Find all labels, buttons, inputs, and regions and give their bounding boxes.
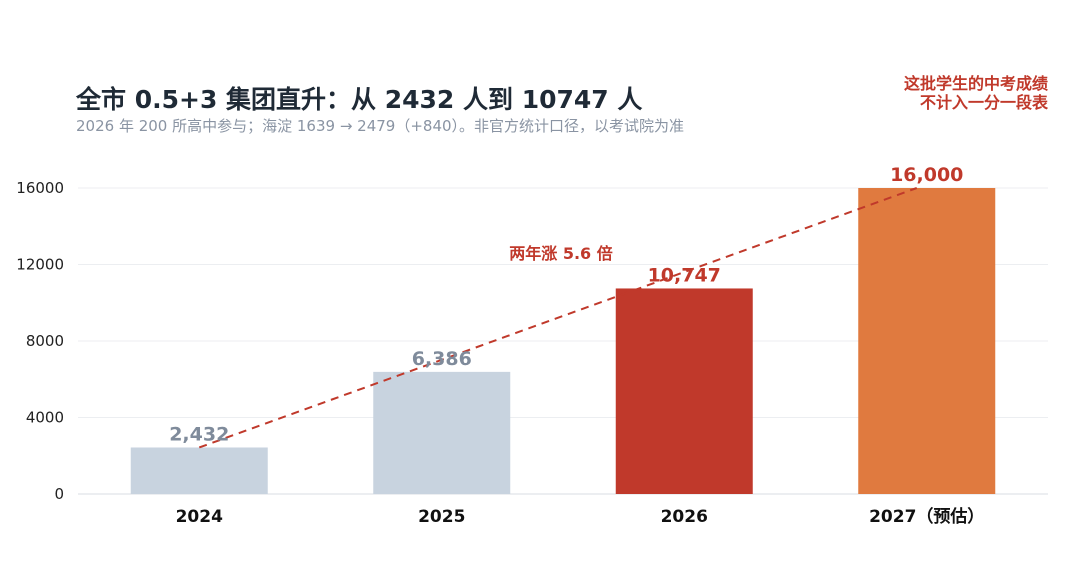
bar-2027 — [858, 188, 996, 494]
y-tick-label: 12000 — [16, 256, 64, 274]
trend-line-group: 两年涨 5.6 倍 — [198, 187, 918, 449]
y-tick-label: 4000 — [26, 409, 64, 427]
data-labels: 2,432 6,386 10,747 16,000 — [169, 164, 963, 445]
x-tick-label: 2026 — [661, 507, 708, 527]
chart-subtitle: 2026 年 200 所高中参与；海淀 1639 → 2479（+840）。非官… — [76, 117, 685, 135]
trend-line — [198, 187, 918, 449]
data-label: 6,386 — [412, 348, 472, 370]
callout-note-line-2: 不计入一分一段表 — [919, 93, 1048, 112]
y-tick-label: 8000 — [26, 332, 64, 350]
bars — [130, 188, 996, 494]
x-tick-label: 2025 — [418, 507, 465, 527]
trend-annotation: 两年涨 5.6 倍 — [509, 244, 613, 263]
callout-note: 这批学生的中考成绩 不计入一分一段表 — [904, 74, 1048, 112]
chart-title: 全市 0.5+3 集团直升：从 2432 人到 10747 人 — [76, 85, 643, 114]
x-axis: 2024 2025 2026 2027（预估） — [176, 506, 985, 527]
bar-2024 — [130, 447, 268, 494]
data-label: 2,432 — [169, 423, 229, 445]
data-label: 16,000 — [890, 164, 963, 186]
y-axis: 0 4000 8000 12000 16000 — [16, 179, 64, 503]
y-tick-label: 16000 — [16, 179, 64, 197]
bar-2026 — [615, 288, 753, 494]
x-tick-label: 2024 — [176, 507, 223, 527]
y-tick-label: 0 — [54, 485, 64, 503]
data-label: 10,747 — [648, 264, 721, 286]
x-tick-label: 2027（预估） — [869, 506, 984, 527]
callout-note-line-1: 这批学生的中考成绩 — [903, 74, 1048, 93]
bar-2025 — [373, 371, 511, 494]
